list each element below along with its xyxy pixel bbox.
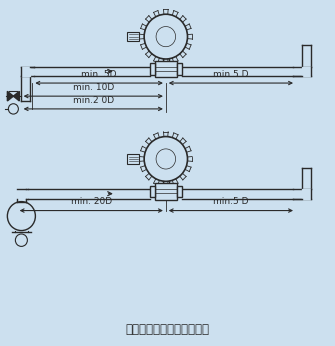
Polygon shape <box>7 91 13 101</box>
Polygon shape <box>163 9 168 14</box>
Polygon shape <box>180 173 186 180</box>
Polygon shape <box>302 189 311 199</box>
Polygon shape <box>185 24 191 30</box>
Text: min. 5D: min. 5D <box>81 70 117 79</box>
Text: min.5 D: min.5 D <box>213 70 249 79</box>
Text: min. 20D: min. 20D <box>71 198 112 207</box>
Polygon shape <box>139 34 144 39</box>
Polygon shape <box>163 181 168 186</box>
Polygon shape <box>145 138 152 145</box>
Bar <box>149 63 155 75</box>
Polygon shape <box>180 16 186 22</box>
Polygon shape <box>180 138 186 145</box>
Bar <box>149 185 155 197</box>
Polygon shape <box>172 133 178 139</box>
Polygon shape <box>153 133 159 139</box>
Polygon shape <box>302 66 311 76</box>
Polygon shape <box>185 43 191 49</box>
Bar <box>177 63 182 75</box>
Polygon shape <box>141 24 147 30</box>
Polygon shape <box>180 51 186 57</box>
Bar <box>127 154 139 164</box>
Polygon shape <box>141 146 147 152</box>
Polygon shape <box>163 132 168 137</box>
Polygon shape <box>163 59 168 64</box>
Polygon shape <box>172 56 178 63</box>
Polygon shape <box>185 146 191 152</box>
Polygon shape <box>139 156 144 161</box>
Polygon shape <box>153 179 159 185</box>
Text: min.5 D: min.5 D <box>213 198 249 207</box>
Polygon shape <box>13 91 19 101</box>
Polygon shape <box>172 10 178 17</box>
Bar <box>127 32 139 41</box>
Polygon shape <box>141 166 147 172</box>
Bar <box>155 61 177 78</box>
Polygon shape <box>187 156 192 161</box>
Polygon shape <box>187 34 192 39</box>
Text: 弯管、阀门和泵之间的安装: 弯管、阀门和泵之间的安装 <box>126 323 209 336</box>
Polygon shape <box>185 166 191 172</box>
Polygon shape <box>21 66 30 76</box>
Circle shape <box>156 149 176 169</box>
Text: min. 10D: min. 10D <box>73 83 114 92</box>
Bar <box>177 185 182 197</box>
Polygon shape <box>145 16 152 22</box>
Bar <box>155 183 177 200</box>
Polygon shape <box>153 56 159 63</box>
Polygon shape <box>153 10 159 17</box>
Text: min.2 0D: min.2 0D <box>73 96 114 105</box>
Circle shape <box>156 27 176 47</box>
Polygon shape <box>145 51 152 57</box>
Polygon shape <box>172 179 178 185</box>
Polygon shape <box>145 173 152 180</box>
Polygon shape <box>141 43 147 49</box>
